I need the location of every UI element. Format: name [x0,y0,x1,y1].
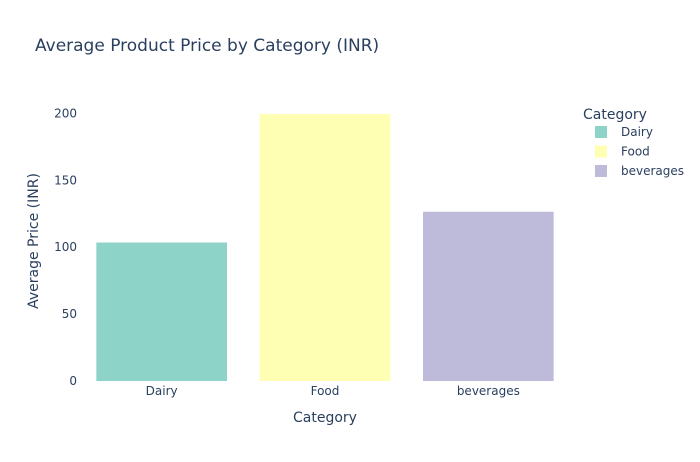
bar-beverages[interactable] [423,211,554,381]
y-tick-label: 0 [69,374,77,388]
legend-title: Category [583,107,647,123]
x-tick-label: beverages [457,384,520,398]
y-tick-label: 50 [62,307,77,321]
y-tick-label: 200 [54,106,77,120]
y-axis-ticks: 0 50 100 150 200 [54,106,77,388]
legend-swatch[interactable] [595,145,607,158]
x-axis-title: Category [293,410,357,426]
legend-label[interactable]: beverages [621,164,684,178]
legend-label[interactable]: Food [621,145,650,159]
legend-items[interactable]: Dairy Food beverages [595,125,684,178]
legend-label[interactable]: Dairy [621,125,653,139]
y-tick-label: 150 [54,173,77,187]
y-tick-label: 100 [54,240,77,254]
y-axis-title: Average Price (INR) [26,173,42,309]
x-tick-label: Food [311,384,340,398]
chart-title: Average Product Price by Category (INR) [35,36,379,56]
x-tick-label: Dairy [146,384,178,398]
legend-swatch[interactable] [595,165,607,177]
legend-swatch[interactable] [595,126,607,138]
x-axis-ticks: Dairy Food beverages [146,384,520,398]
bars [96,114,554,382]
bar-dairy[interactable] [96,242,227,381]
legend[interactable]: Category Dairy Food beverages [583,107,684,178]
bar-food[interactable] [259,114,391,382]
